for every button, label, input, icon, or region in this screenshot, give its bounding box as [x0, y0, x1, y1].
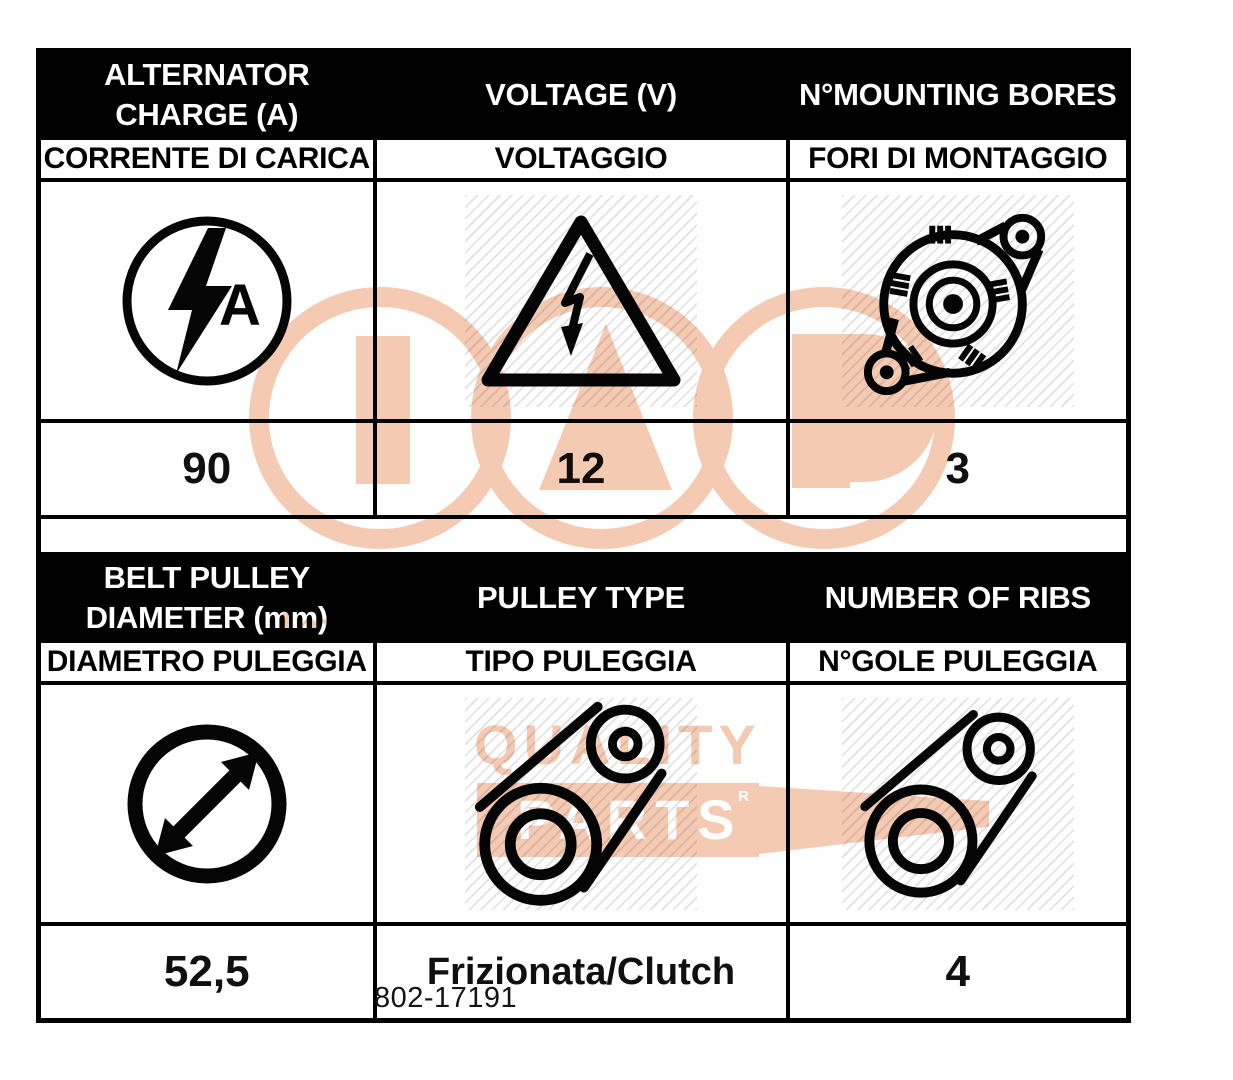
cell-alternator-mounting-icon: [785, 178, 1131, 423]
amp-charge-icon: A: [122, 216, 292, 385]
svg-text:A: A: [219, 273, 261, 338]
value-number-of-ribs: 4: [785, 922, 1131, 1023]
value-belt-pulley-diameter: 52,5: [36, 922, 377, 1023]
cell-ribbed-pulley-icon: [785, 681, 1131, 926]
section2-icon-row: [36, 681, 1131, 926]
spec-table: ALTERNATOR CHARGE (A) VOLTAGE (V) N°MOUN…: [36, 48, 1131, 1023]
subheader-voltaggio: VOLTAGGIO: [372, 136, 790, 182]
diameter-icon: [127, 724, 287, 883]
voltage-warning-icon: [481, 215, 681, 386]
ribbed-pulley-icon: [860, 709, 1037, 898]
section1-icon-row: A: [36, 178, 1131, 423]
subheader-fori-di-montaggio: FORI DI MONTAGGIO: [785, 136, 1131, 182]
value-alternator-charge: 90: [36, 419, 377, 519]
cell-diameter-icon: [36, 681, 377, 926]
section1-subheader-row: CORRENTE DI CARICA VOLTAGGIO FORI DI MON…: [36, 136, 1131, 182]
value-mounting-bores: 3: [785, 419, 1131, 519]
section2-header-row: BELT PULLEY DIAMETER (mm) PULLEY TYPE NU…: [36, 552, 1131, 643]
section1-value-row: 90 12 3: [36, 419, 1131, 519]
value-voltage: 12: [372, 419, 790, 519]
section2-subheader-row: DIAMETRO PULEGGIA TIPO PULEGGIA N°GOLE P…: [36, 639, 1131, 685]
subheader-corrente-di-carica: CORRENTE DI CARICA: [36, 136, 377, 182]
subheader-tipo-puleggia: TIPO PULEGGIA: [372, 639, 790, 685]
subheader-diametro-puleggia: DIAMETRO PULEGGIA: [36, 639, 377, 685]
subheader-ngole-puleggia: N°GOLE PULEGGIA: [785, 639, 1131, 685]
cell-voltage-warning-icon: [372, 178, 790, 423]
header-number-of-ribs: NUMBER OF RIBS: [785, 552, 1131, 643]
section-gap: [36, 515, 1131, 556]
part-number: 802-17191: [374, 982, 518, 1014]
header-voltage: VOLTAGE (V): [372, 48, 790, 140]
section1-header-row: ALTERNATOR CHARGE (A) VOLTAGE (V) N°MOUN…: [36, 48, 1131, 140]
header-mounting-bores: N°MOUNTING BORES: [785, 48, 1131, 140]
belt-pulley-icon: [474, 701, 667, 906]
value-pulley-type: Frizionata/Clutch: [372, 922, 790, 1023]
section2-value-row: 52,5 Frizionata/Clutch 4: [36, 922, 1131, 1023]
header-alternator-charge: ALTERNATOR CHARGE (A): [36, 48, 377, 140]
cell-belt-pulley-icon: [372, 681, 790, 926]
section-gap-row: [36, 515, 1131, 556]
header-pulley-type: PULLEY TYPE: [372, 552, 790, 643]
alternator-mounting-icon: [863, 213, 1045, 395]
header-belt-pulley-diameter: BELT PULLEY DIAMETER (mm): [36, 552, 377, 643]
cell-amp-charge-icon: A: [36, 178, 377, 423]
